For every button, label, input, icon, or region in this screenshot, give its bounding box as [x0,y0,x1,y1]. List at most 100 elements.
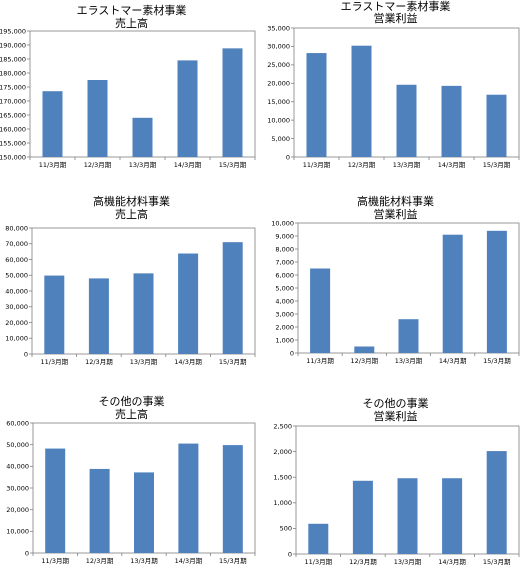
x-tick-label: 11/3月期 [303,161,331,169]
bar [353,481,373,554]
y-tick-label: 35,000 [267,24,290,32]
y-tick-label: 10,000 [271,219,294,227]
y-tick-label: 1,000 [275,336,294,344]
x-tick-label: 13/3月期 [395,357,423,365]
y-tick-label: 60,000 [5,256,28,264]
x-tick-label: 14/3月期 [438,161,466,169]
bar [178,444,198,553]
bar [443,235,463,353]
bar [134,273,154,354]
y-tick-label: 20,000 [5,319,28,327]
x-tick-label: 11/3月期 [39,161,67,169]
chart-other-sales: その他の事業 売上高 0 10,000 20,000 30,000 40,000 50,0… [0,393,263,567]
bar [487,231,507,353]
chart-plot: 05001,0001,5002,0002,50011/3月期 12/3月期 13/3… [264,393,527,567]
x-tick-label: 14/3月期 [174,161,202,169]
bar [178,60,198,157]
y-tick-label: 30,000 [6,484,29,492]
chart-plot: 010,00020,00030,00040,00050,00060,00011/… [0,393,263,567]
bar [178,254,198,354]
x-tick-label: 13/3月期 [130,557,158,565]
y-tick-label: 195,000 [0,27,26,35]
chart-plot: 0 10,000 20,000 30,000 40,000 50,000 60,000 70,… [0,195,263,375]
bar [89,278,109,354]
bar [442,86,462,157]
y-tick-label: 50,000 [5,272,28,280]
y-tick-label: 0 [288,550,292,558]
x-tick-label: 12/3月期 [349,558,377,566]
y-tick-label: 1,500 [273,474,292,482]
y-tick-label: 80,000 [5,224,28,232]
y-tick-label: 40,000 [5,287,28,295]
y-tick-label: 500 [280,525,292,533]
y-tick-label: 30,000 [5,303,28,311]
y-tick-label: 165,000 [0,111,26,119]
bar [307,53,327,157]
bar [223,48,243,157]
y-tick-label: 150,000 [0,153,26,161]
y-tick-label: 0 [24,350,28,358]
y-tick-label: 70,000 [5,240,28,248]
bar [43,91,63,157]
bar [223,445,243,553]
x-tick-label: 15/3月期 [483,558,511,566]
chart-elastomer-sales: エラストマー素材事業 売上高 150,000 155,000 160,000 165,… [0,0,263,180]
x-tick-label: 11/3月期 [41,557,69,565]
y-tick-label: 4,000 [275,297,294,305]
y-tick-label: 10,000 [267,116,290,124]
y-tick-label: 185,000 [0,55,26,63]
x-tick-label: 12/3月期 [84,161,112,169]
bar [354,347,374,354]
y-tick-label: 3,000 [275,310,294,318]
chart-high-performance-sales: 高機能材料事業 売上高 0 10,000 20,000 30,000 40,000 50,… [0,195,263,375]
y-tick-label: 1,000 [273,499,292,507]
x-tick-label: 13/3月期 [394,558,422,566]
bar [90,469,110,553]
y-tick-label: 8,000 [275,245,294,253]
x-tick-label: 13/3月期 [129,161,157,169]
y-tick-label: 20,000 [6,506,29,514]
bar [397,85,417,157]
x-tick-label: 12/3月期 [86,557,114,565]
y-tick-label: 10,000 [6,528,29,536]
chart-plot: 150,000 155,000 160,000 165,000 170,000 175,0… [0,0,263,180]
y-tick-label: 9,000 [275,232,294,240]
x-tick-label: 15/3月期 [219,358,247,366]
y-tick-label: 15,000 [267,98,290,106]
y-tick-label: 10,000 [5,335,28,343]
y-tick-label: 155,000 [0,139,26,147]
x-tick-label: 14/3月期 [438,558,466,566]
x-tick-label: 15/3月期 [483,161,511,169]
x-tick-label: 12/3月期 [85,358,113,366]
chart-plot: 01,0002,0003,0004,0005,0006,0007,0008,00… [264,195,527,375]
x-tick-label: 11/3月期 [306,357,334,365]
bar [134,472,154,553]
x-tick-label: 11/3月期 [40,358,68,366]
bar [352,46,372,157]
y-tick-label: 160,000 [0,125,26,133]
chart-plot: 0 5,000 10,000 15,000 20,000 25,000 30,000 35,0… [264,0,527,180]
bar [45,449,65,553]
y-tick-label: 170,000 [0,97,26,105]
x-tick-label: 13/3月期 [393,161,421,169]
y-tick-label: 20,000 [267,80,290,88]
y-tick-label: 25,000 [267,61,290,69]
bar [308,524,328,554]
bar [310,269,330,354]
x-tick-label: 15/3月期 [483,357,511,365]
chart-other-operating-profit: その他の事業 営業利益 0 500 1,000 1,500 2,000 2,500 11/3… [264,393,527,567]
bar [442,478,462,554]
y-tick-label: 30,000 [267,43,290,51]
y-tick-label: 6,000 [275,271,294,279]
bar [398,478,418,554]
chart-high-performance-operating-profit: 高機能材料事業 営業利益 0 1,000 2,000 3,000 4,000 5,000 6… [264,195,527,375]
y-tick-label: 2,500 [273,422,292,430]
bar [487,451,507,554]
y-tick-label: 190,000 [0,41,26,49]
x-tick-label: 14/3月期 [175,557,203,565]
y-tick-label: 40,000 [6,463,29,471]
y-tick-label: 0 [286,153,290,161]
bar [133,118,153,157]
bar [88,80,108,157]
y-tick-label: 60,000 [6,419,29,427]
